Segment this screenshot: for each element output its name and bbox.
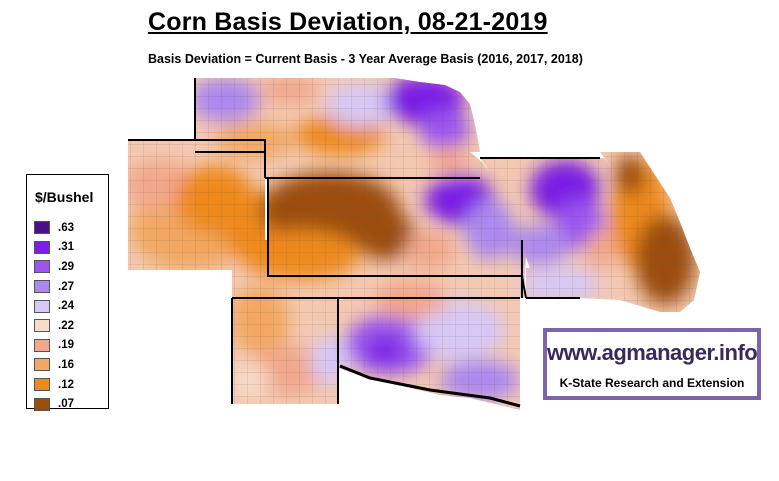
legend: $/Bushel .63 .31 .29 .27 .24 .22 .19 .16 .12 .07	[26, 174, 109, 411]
legend-label: .12	[58, 378, 74, 391]
legend-item: .19	[34, 336, 74, 356]
legend-item: .27	[34, 277, 74, 297]
legend-swatch	[34, 338, 50, 352]
logo-url-text: www.agmanager.info	[547, 340, 758, 365]
legend-swatch	[34, 240, 50, 254]
legend-swatch	[34, 319, 50, 333]
legend-item: .24	[34, 296, 74, 316]
legend-item: .16	[34, 355, 74, 375]
page-subtitle: Basis Deviation = Current Basis - 3 Year…	[148, 52, 583, 66]
legend-item: .29	[34, 257, 74, 277]
legend-swatch	[34, 378, 50, 392]
page-title: Corn Basis Deviation, 08-21-2019	[148, 8, 548, 36]
legend-item: .07	[34, 394, 74, 414]
legend-label: .07	[58, 398, 74, 411]
legend-swatch	[34, 397, 50, 411]
legend-swatch	[34, 299, 50, 313]
legend-swatch	[34, 260, 50, 274]
agmanager-logo: www.agmanager.info K-State Research and …	[543, 328, 761, 400]
legend-label: .19	[58, 339, 74, 352]
logo-tagline: K-State Research and Extension	[559, 376, 745, 390]
legend-title: $/Bushel	[35, 189, 94, 205]
legend-item: .12	[34, 375, 74, 395]
legend-label: .22	[58, 319, 74, 332]
legend-items: .63 .31 .29 .27 .24 .22 .19 .16 .12 .07	[34, 218, 74, 414]
legend-label: .27	[58, 280, 74, 293]
legend-item: .22	[34, 316, 74, 336]
logo-panel: www.agmanager.info K-State Research and …	[547, 332, 758, 396]
legend-swatch	[34, 221, 50, 235]
legend-label: .16	[58, 358, 74, 371]
legend-label: .29	[58, 260, 74, 273]
legend-label: .63	[58, 221, 74, 234]
legend-label: .24	[58, 300, 74, 313]
legend-item: .31	[34, 238, 74, 258]
legend-item: .63	[34, 218, 74, 238]
legend-label: .31	[58, 241, 74, 254]
legend-swatch	[34, 280, 50, 294]
legend-swatch	[34, 358, 50, 372]
